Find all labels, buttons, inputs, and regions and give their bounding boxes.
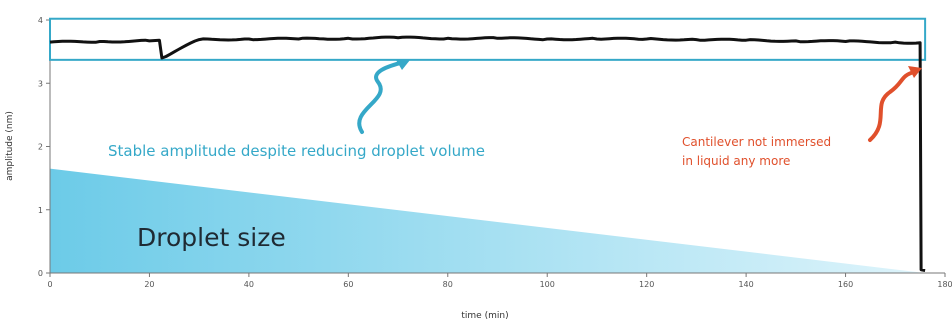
x-tick-label: 180 — [937, 280, 952, 289]
y-tick-label: 1 — [38, 206, 43, 215]
y-tick-label: 4 — [38, 16, 43, 25]
y-ticks: 0 1 2 3 4 — [38, 16, 50, 278]
droplet-size-label: Droplet size — [137, 223, 286, 252]
annotation-cantilever-line2: in liquid any more — [682, 154, 790, 168]
x-ticks: 0 20 40 60 80 100 120 140 160 180 — [47, 273, 952, 289]
x-axis-title: time (min) — [461, 311, 508, 321]
red-arrow — [868, 70, 916, 142]
x-tick-label: 40 — [244, 280, 254, 289]
highlight-box — [49, 17, 927, 61]
x-tick-label: 100 — [540, 280, 555, 289]
x-tick-label: 140 — [738, 280, 753, 289]
y-tick-label: 0 — [38, 269, 43, 278]
blue-arrowhead-icon — [396, 60, 410, 70]
x-tick-label: 160 — [838, 280, 853, 289]
droplet-size-area — [50, 168, 926, 273]
blue-arrow — [357, 60, 406, 134]
y-tick-label: 3 — [38, 79, 43, 88]
red-arrowhead-icon — [908, 66, 922, 78]
annotation-stable-amplitude: Stable amplitude despite reducing drople… — [108, 142, 485, 160]
y-axis-title: amplitude (nm) — [5, 111, 15, 181]
x-tick-label: 120 — [639, 280, 654, 289]
x-tick-label: 60 — [343, 280, 353, 289]
x-tick-label: 80 — [443, 280, 453, 289]
x-tick-label: 20 — [144, 280, 154, 289]
amplitude-series-line — [49, 35, 926, 272]
annotation-cantilever-line1: Cantilever not immersed — [682, 135, 831, 149]
y-tick-label: 2 — [38, 143, 43, 152]
x-tick-label: 0 — [47, 280, 52, 289]
